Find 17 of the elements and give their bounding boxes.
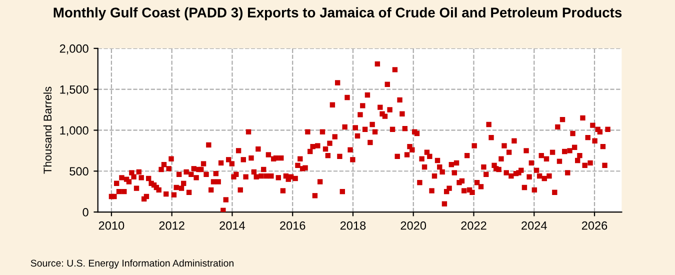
y-axis-title: Thousand Barrels xyxy=(43,86,52,174)
y-tick-label: 1,000 xyxy=(60,126,88,136)
x-tick-label: 2018 xyxy=(340,221,366,230)
x-tick-label: 2010 xyxy=(98,221,124,230)
y-tick-label: 500 xyxy=(70,167,88,176)
x-tick-label: 2014 xyxy=(220,221,246,230)
source-note: Source: U.S. Energy Information Administration xyxy=(30,259,234,269)
x-tick-label: 2026 xyxy=(582,221,608,230)
y-tick-label: 1,500 xyxy=(60,85,88,96)
x-tick-label: 2022 xyxy=(461,221,486,230)
chart-title: Monthly Gulf Coast (PADD 3) Exports to Jamaica of Crude Oil and Petroleum Products xyxy=(54,7,622,20)
x-tick-label: 2020 xyxy=(400,221,426,230)
x-tick-label: 2016 xyxy=(280,221,306,230)
x-tick-label: 2024 xyxy=(522,221,547,230)
y-tick-label: 0 xyxy=(82,208,88,216)
y-tick-label: 2,000 xyxy=(60,44,88,54)
x-tick-label: 2012 xyxy=(159,221,184,230)
